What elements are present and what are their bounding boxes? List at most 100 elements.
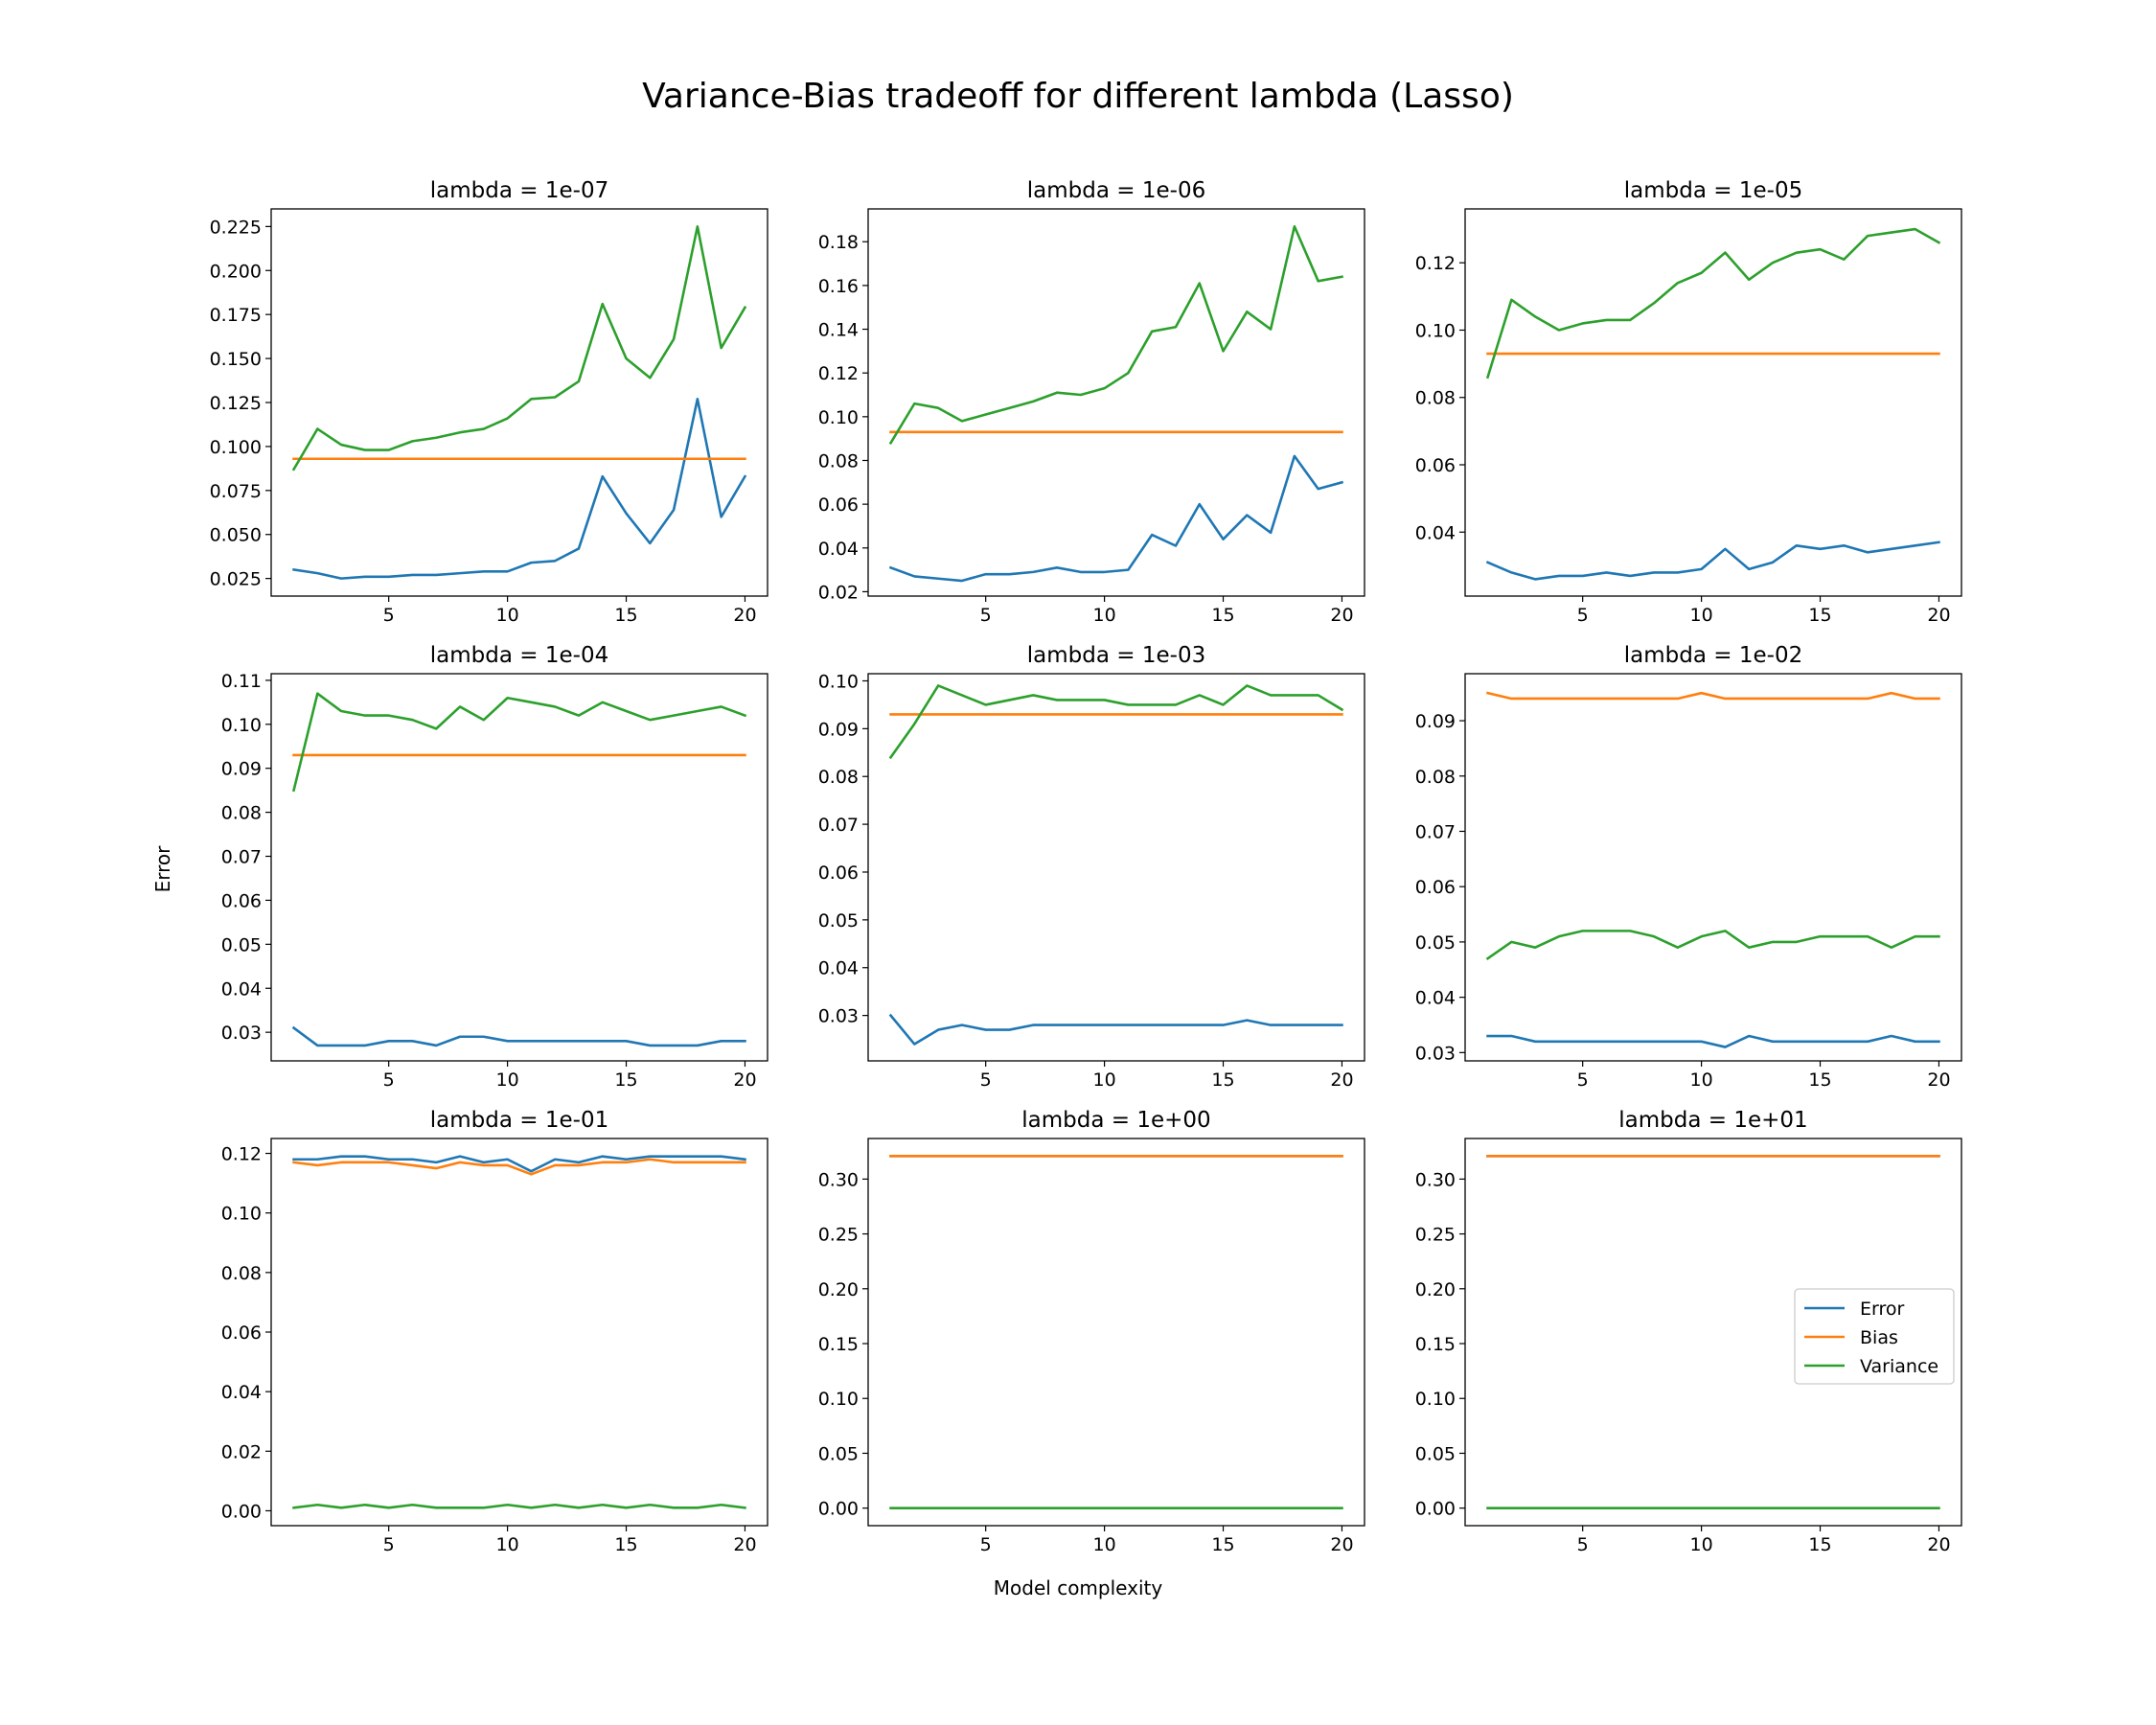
x-tick-label: 10 (1690, 1070, 1713, 1091)
y-tick-label: 0.05 (818, 1443, 859, 1464)
series-line-variance (888, 684, 1344, 760)
y-tick-label: 0.06 (1415, 877, 1456, 898)
y-tick-label: 0.11 (221, 671, 262, 692)
series-line-error (1486, 1034, 1940, 1048)
x-tick-label: 10 (496, 1070, 519, 1091)
subplot-6: lambda = 1e-02 5 10 15 20 0.03 0.04 0.05 0.06 0.0… (1415, 643, 1962, 1091)
x-tick-label: 15 (614, 605, 637, 626)
x-tick-label: 20 (1927, 1070, 1950, 1091)
y-tick-label: 0.04 (221, 978, 262, 1000)
x-tick-label: 5 (1577, 1534, 1589, 1555)
subplot-9: lambda = 1e+01 5 10 15 20 0.00 0.05 0.10 0.15 0.2… (1415, 1108, 1962, 1555)
x-tick-label: 5 (383, 1534, 395, 1555)
y-tick-label: 0.08 (818, 767, 859, 788)
series-line-error (291, 1025, 746, 1047)
y-axis-label: Error (151, 845, 174, 893)
y-tick-label: 0.10 (1415, 320, 1456, 341)
subplot-title: lambda = 1e-05 (1624, 178, 1802, 203)
series-line-error (888, 1013, 1343, 1046)
subplot-1: lambda = 1e-07 5 10 15 20 0.025 0.050 0.075 0.10… (210, 178, 768, 626)
y-tick-label: 0.04 (818, 539, 859, 560)
y-tick-label: 0.00 (221, 1501, 262, 1522)
axes-frame (270, 1138, 768, 1527)
x-tick-label: 20 (733, 1534, 756, 1555)
x-tick-label: 5 (1577, 1070, 1589, 1091)
y-tick-label: 0.30 (1415, 1169, 1456, 1190)
y-tick-label: 0.00 (1415, 1499, 1456, 1520)
y-tick-label: 0.03 (818, 1006, 859, 1027)
x-tick-label: 15 (1211, 1070, 1234, 1091)
y-tick-label: 0.02 (818, 582, 859, 603)
y-tick-label: 0.025 (210, 569, 262, 590)
x-tick-label: 5 (980, 1534, 992, 1555)
y-tick-label: 0.15 (818, 1334, 859, 1355)
y-tick-label: 0.25 (1415, 1225, 1456, 1246)
series-line-variance (1485, 930, 1940, 961)
subplot-title: lambda = 1e+01 (1618, 1108, 1807, 1133)
y-tick-label: 0.06 (818, 494, 859, 516)
y-tick-label: 0.075 (210, 481, 262, 502)
y-tick-label: 0.12 (221, 1144, 262, 1165)
y-tick-label: 0.175 (210, 305, 262, 326)
y-tick-label: 0.06 (221, 890, 262, 911)
x-tick-label: 15 (614, 1070, 637, 1091)
x-tick-label: 5 (383, 1070, 395, 1091)
y-tick-label: 0.12 (1415, 253, 1456, 274)
subplot-4: lambda = 1e-04 5 10 15 20 0.03 0.04 0.05 0.06 0.0… (221, 643, 768, 1091)
axes-frame (1464, 1138, 1962, 1527)
legend-box (1794, 1288, 1955, 1385)
axes-frame (867, 1138, 1365, 1527)
legend-label-bias: Bias (1860, 1327, 1898, 1348)
series-line-error (292, 398, 747, 580)
y-tick-label: 0.10 (818, 671, 859, 692)
x-tick-label: 20 (1927, 605, 1950, 626)
y-tick-label: 0.07 (818, 815, 859, 836)
axes-frame (270, 208, 768, 597)
y-tick-label: 0.20 (1415, 1279, 1456, 1300)
series-line-error (292, 1155, 746, 1173)
y-tick-label: 0.125 (210, 393, 262, 414)
y-tick-label: 0.07 (1415, 821, 1456, 842)
series-line-error (1485, 540, 1940, 581)
x-tick-label: 15 (1808, 605, 1831, 626)
y-tick-label: 0.225 (210, 217, 262, 238)
y-tick-label: 0.05 (1415, 932, 1456, 954)
y-tick-label: 0.04 (1415, 522, 1456, 543)
axes-frame (1464, 673, 1962, 1062)
subplot-8: lambda = 1e+00 5 10 15 20 0.00 0.05 0.10 0.15 0.2… (818, 1108, 1365, 1555)
y-tick-label: 0.16 (818, 276, 859, 297)
y-tick-label: 0.06 (221, 1322, 262, 1344)
subplot-5: lambda = 1e-03 5 10 15 20 0.03 0.04 0.05 0.06 0.0… (818, 643, 1365, 1091)
y-tick-label: 0.050 (210, 525, 262, 546)
y-tick-label: 0.08 (1415, 767, 1456, 788)
subplot-title: lambda = 1e-07 (430, 178, 608, 203)
subplot-title: lambda = 1e-06 (1027, 178, 1205, 203)
y-tick-label: 0.20 (818, 1279, 859, 1300)
y-tick-label: 0.08 (818, 450, 859, 472)
series-line-variance (1485, 227, 1941, 380)
x-tick-label: 20 (733, 605, 756, 626)
y-tick-label: 0.05 (1415, 1443, 1456, 1464)
y-tick-label: 0.10 (221, 1204, 262, 1225)
series-line-bias (1485, 691, 1940, 701)
y-tick-label: 0.06 (818, 862, 859, 884)
axes-frame (1464, 208, 1962, 597)
y-tick-label: 0.100 (210, 437, 262, 458)
y-tick-label: 0.08 (1415, 388, 1456, 409)
x-tick-label: 15 (1808, 1534, 1831, 1555)
series-line-variance (291, 225, 747, 472)
legend-label-error: Error (1860, 1299, 1905, 1320)
x-tick-label: 20 (1927, 1534, 1950, 1555)
y-tick-label: 0.05 (221, 934, 262, 955)
subplot-3: lambda = 1e-05 5 10 15 20 0.04 0.06 0.08 0.10 0.1… (1415, 178, 1962, 626)
x-tick-label: 5 (1577, 605, 1589, 626)
y-tick-label: 0.04 (818, 958, 859, 979)
axes-frame (867, 673, 1365, 1062)
subplot-title: lambda = 1e+00 (1021, 1108, 1210, 1133)
x-tick-label: 15 (614, 1534, 637, 1555)
x-tick-label: 10 (1093, 1070, 1116, 1091)
subplot-title: lambda = 1e-01 (430, 1108, 608, 1133)
x-tick-label: 20 (1330, 605, 1353, 626)
y-tick-label: 0.18 (818, 232, 859, 253)
y-tick-label: 0.10 (1415, 1389, 1456, 1410)
